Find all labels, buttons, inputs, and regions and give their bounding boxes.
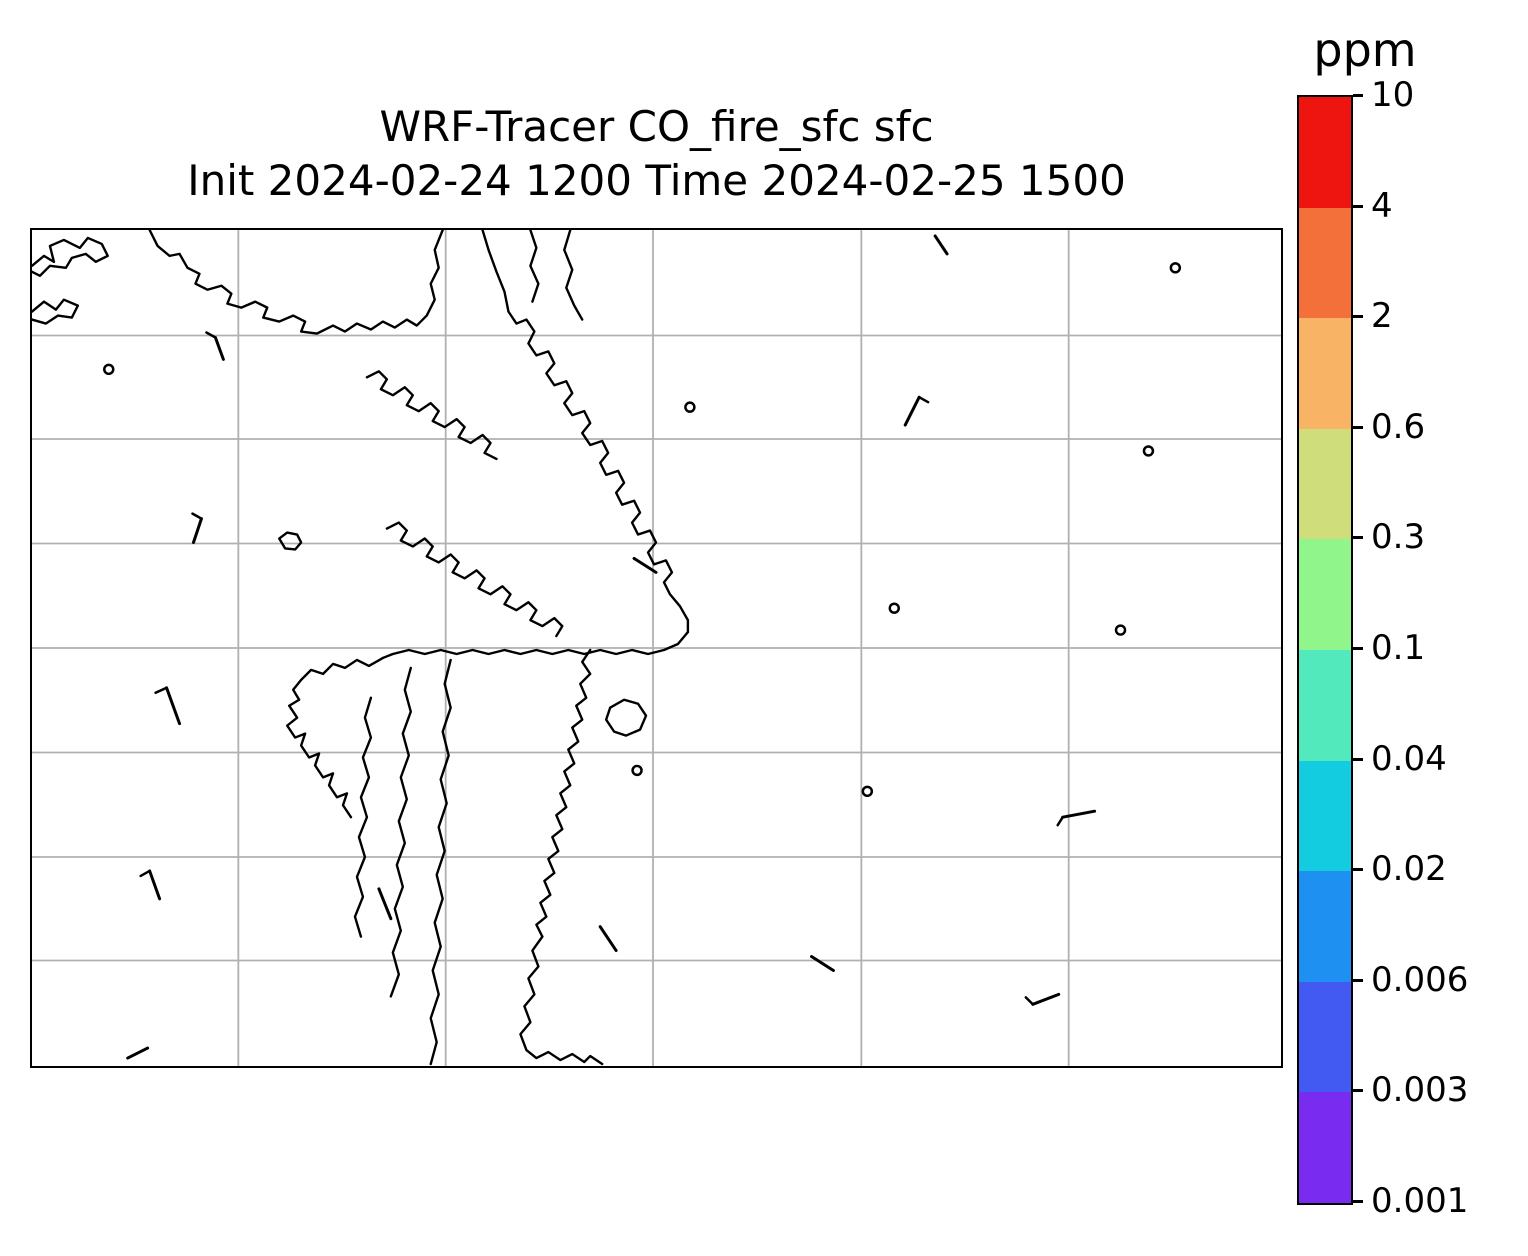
wind-barb (598, 925, 618, 953)
colorbar-tick (1353, 205, 1363, 208)
colorbar-tick (1353, 758, 1363, 761)
colorbar-tick (1353, 426, 1363, 429)
colorbar-tick-label: 4 (1371, 186, 1393, 226)
colorbar-tick (1353, 979, 1363, 982)
colorbar (1297, 95, 1353, 1205)
colorbar-tick-label: 0.006 (1371, 960, 1469, 1000)
calm-wind-circle (861, 785, 874, 798)
wind-barb (1061, 809, 1097, 819)
colorbar-segment (1299, 207, 1351, 319)
calm-wind-circle (1142, 445, 1155, 457)
colorbar-tick-label: 0.02 (1371, 849, 1447, 889)
map-svg (32, 230, 1281, 1066)
wind-barb (213, 335, 225, 361)
colorbar-tick-label: 2 (1371, 296, 1393, 336)
wind-barb (165, 686, 182, 726)
figure-title-block: WRF-Tracer CO_fire_sfc sfc Init 2024-02-… (30, 100, 1283, 208)
colorbar-segment (1299, 871, 1351, 982)
colorbar-tick (1353, 647, 1363, 650)
colorbar-segment (1299, 649, 1351, 761)
wind-barb (810, 955, 835, 972)
coastline (481, 230, 690, 634)
colorbar-tick (1353, 1089, 1363, 1092)
coastline (535, 648, 592, 938)
colorbar-segment (1299, 97, 1351, 208)
colorbar-segment (1299, 539, 1351, 650)
wind-barb-tick (1056, 815, 1064, 827)
wind-barb-tick (1024, 996, 1035, 1006)
coastline (353, 696, 373, 938)
coastline (278, 531, 303, 551)
map-panel (30, 228, 1283, 1068)
colorbar-tick (1353, 536, 1363, 539)
coastline (32, 298, 80, 325)
colorbar-segment (1299, 318, 1351, 429)
coastline (529, 230, 540, 303)
wind-barb-tick (205, 331, 217, 339)
colorbar-tick-label: 0.1 (1371, 628, 1426, 668)
wind-barb-tick (917, 395, 930, 404)
coastline (365, 370, 498, 461)
colorbar-scale: 10 4 2 0.6 0.3 0.1 0.04 0.02 0.006 0.003 0.001 (1353, 75, 1528, 1221)
colorbar-tick (1353, 1200, 1363, 1203)
colorbar-tick-label: 0.04 (1371, 739, 1447, 779)
colorbar-tick-label: 0.003 (1371, 1070, 1469, 1110)
wind-barb (903, 395, 921, 427)
figure-subtitle: Init 2024-02-24 1200 Time 2024-02-25 150… (187, 156, 1126, 205)
coastline (148, 230, 444, 335)
coastline (285, 656, 385, 819)
colorbar-segment (1299, 760, 1351, 872)
coastline (429, 658, 452, 1066)
wind-barb (1031, 992, 1061, 1006)
wind-barb-tick (154, 686, 168, 695)
colorbar-segment (1299, 428, 1351, 540)
coastline (385, 521, 564, 638)
coastline (563, 230, 584, 321)
calm-wind-circle (684, 401, 696, 413)
figure-title: WRF-Tracer CO_fire_sfc sfc (379, 102, 934, 151)
wind-barb (632, 556, 658, 574)
colorbar-tick-label: 0.3 (1371, 517, 1426, 557)
coastline (519, 935, 604, 1066)
wind-barb (191, 517, 203, 544)
coastline (381, 630, 690, 660)
calm-wind-circle (1114, 624, 1127, 636)
coastline (604, 698, 648, 737)
colorbar-tick (1353, 315, 1363, 318)
colorbar-tick (1353, 94, 1363, 97)
wind-barb (126, 1046, 150, 1060)
coastline (389, 666, 412, 998)
wind-barb-tick (139, 869, 151, 878)
colorbar-tick-label: 0.001 (1371, 1181, 1469, 1221)
wind-barb-tick (191, 512, 203, 520)
colorbar-tick-label: 0.6 (1371, 407, 1426, 447)
calm-wind-circle (103, 363, 115, 376)
colorbar-tick-label: 10 (1371, 75, 1415, 115)
wind-barb (148, 869, 162, 901)
calm-wind-circle (631, 764, 643, 777)
colorbar-tick (1353, 868, 1363, 871)
colorbar-unit-label: ppm (1313, 23, 1417, 77)
coastline (32, 236, 109, 277)
colorbar-gradient (1299, 97, 1351, 1203)
calm-wind-circle (1169, 262, 1182, 274)
calm-wind-circle (888, 602, 900, 614)
wind-barb (377, 887, 393, 921)
colorbar-segment (1299, 1092, 1351, 1203)
colorbar-segment (1299, 981, 1351, 1093)
wind-barb (933, 234, 949, 256)
